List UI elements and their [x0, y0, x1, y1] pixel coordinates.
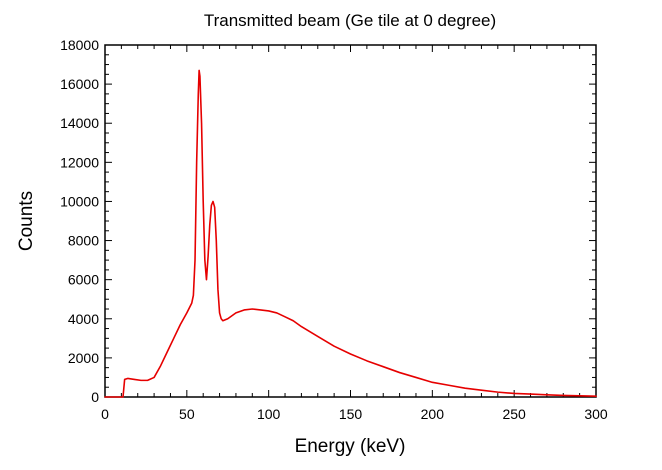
plot-area: 0 50 100 150 200 250 300 0 2000 4000 6000 8000 10000…	[60, 37, 608, 422]
x-tick-label: 0	[101, 406, 109, 422]
series-layer	[104, 69, 597, 398]
x-tick-label: 100	[257, 406, 281, 422]
y-tick-label: 10000	[60, 193, 99, 209]
axis-ticks	[104, 44, 597, 398]
series-line	[104, 69, 597, 398]
y-tick-label: 0	[91, 389, 99, 405]
x-tick-label: 50	[179, 406, 195, 422]
chart-title: Transmitted beam (Ge tile at 0 degree)	[204, 11, 496, 30]
x-axis-label: Energy (keV)	[295, 436, 406, 457]
y-tick-label: 16000	[60, 76, 99, 92]
y-tick-label: 18000	[60, 37, 99, 53]
x-tick-label: 150	[339, 406, 363, 422]
y-tick-label: 12000	[60, 154, 99, 170]
y-axis-label: Counts	[16, 191, 37, 251]
y-tick-label: 6000	[68, 272, 99, 288]
y-tick-label: 14000	[60, 115, 99, 131]
y-tick-label: 2000	[68, 350, 99, 366]
axis-tick-labels: 0 50 100 150 200 250 300 0 2000 4000 6000 8000 10000…	[60, 37, 608, 422]
x-tick-label: 300	[584, 406, 608, 422]
plot-frame	[104, 44, 597, 398]
y-tick-label: 4000	[68, 311, 99, 327]
y-tick-label: 8000	[68, 233, 99, 249]
x-tick-label: 250	[502, 406, 526, 422]
x-tick-label: 200	[421, 406, 445, 422]
